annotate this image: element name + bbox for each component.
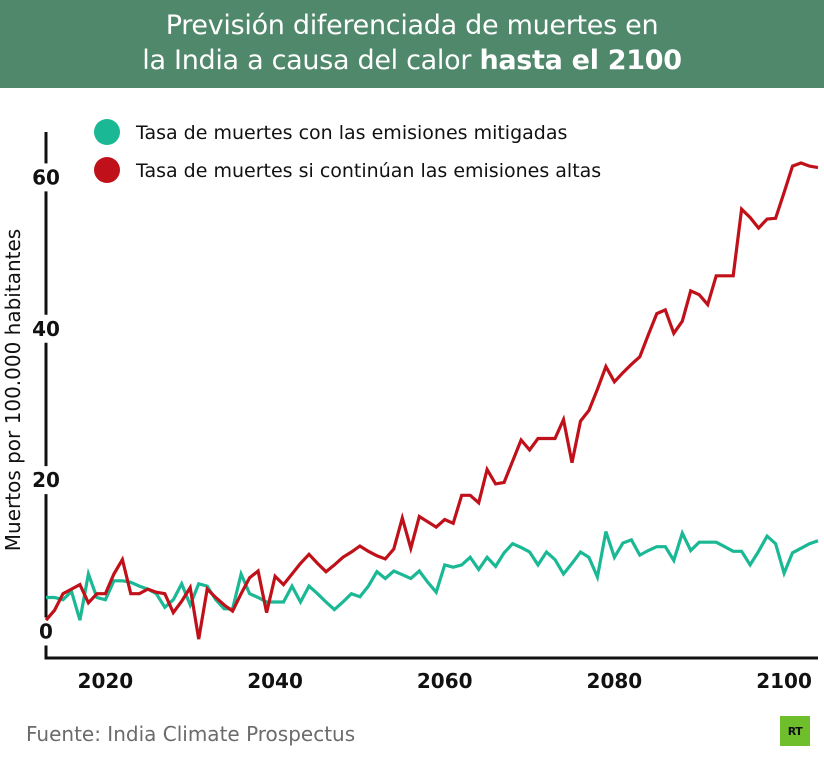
- rt-logo-text: RT: [787, 724, 803, 738]
- y-tick-label: 60: [32, 165, 60, 189]
- y-tick-label: 0: [39, 620, 53, 644]
- title-line-2-regular: la India a causa del calor: [142, 45, 480, 76]
- x-tick-label: 2040: [247, 669, 303, 693]
- x-tick-label: 2080: [587, 669, 643, 693]
- rt-logo: RT: [780, 716, 810, 746]
- title-line-1: Previsión diferenciada de muertes en: [165, 10, 659, 41]
- title-line-2-bold: hasta el 2100: [479, 45, 682, 76]
- chart-title: Previsión diferenciada de muertes en la …: [0, 8, 824, 78]
- series-layer: [44, 161, 819, 640]
- legend-label-high-emissions: Tasa de muertes si continúan las emision…: [135, 160, 601, 182]
- legend-label-mitigated: Tasa de muertes con las emisiones mitiga…: [135, 122, 567, 144]
- title-line-2: la India a causa del calor hasta el 2100: [0, 43, 824, 78]
- series-line-high-emissions: [44, 161, 819, 640]
- series-line-mitigated: [46, 528, 819, 621]
- x-tick-label: 2020: [78, 669, 134, 693]
- legend-swatch-mitigated: [94, 119, 120, 145]
- y-axis-label: Muertos por 100.000 habitantes: [1, 229, 25, 551]
- y-tick-label: 40: [32, 317, 60, 341]
- legend: Tasa de muertes con las emisiones mitiga…: [94, 119, 601, 183]
- source-credit: Fuente: India Climate Prospectus: [26, 722, 356, 746]
- header-banner: [0, 0, 824, 88]
- legend-swatch-high-emissions: [94, 157, 120, 183]
- x-tick-label: 2100: [756, 669, 812, 693]
- y-tick-label: 20: [32, 468, 60, 492]
- x-tick-label: 2060: [417, 669, 473, 693]
